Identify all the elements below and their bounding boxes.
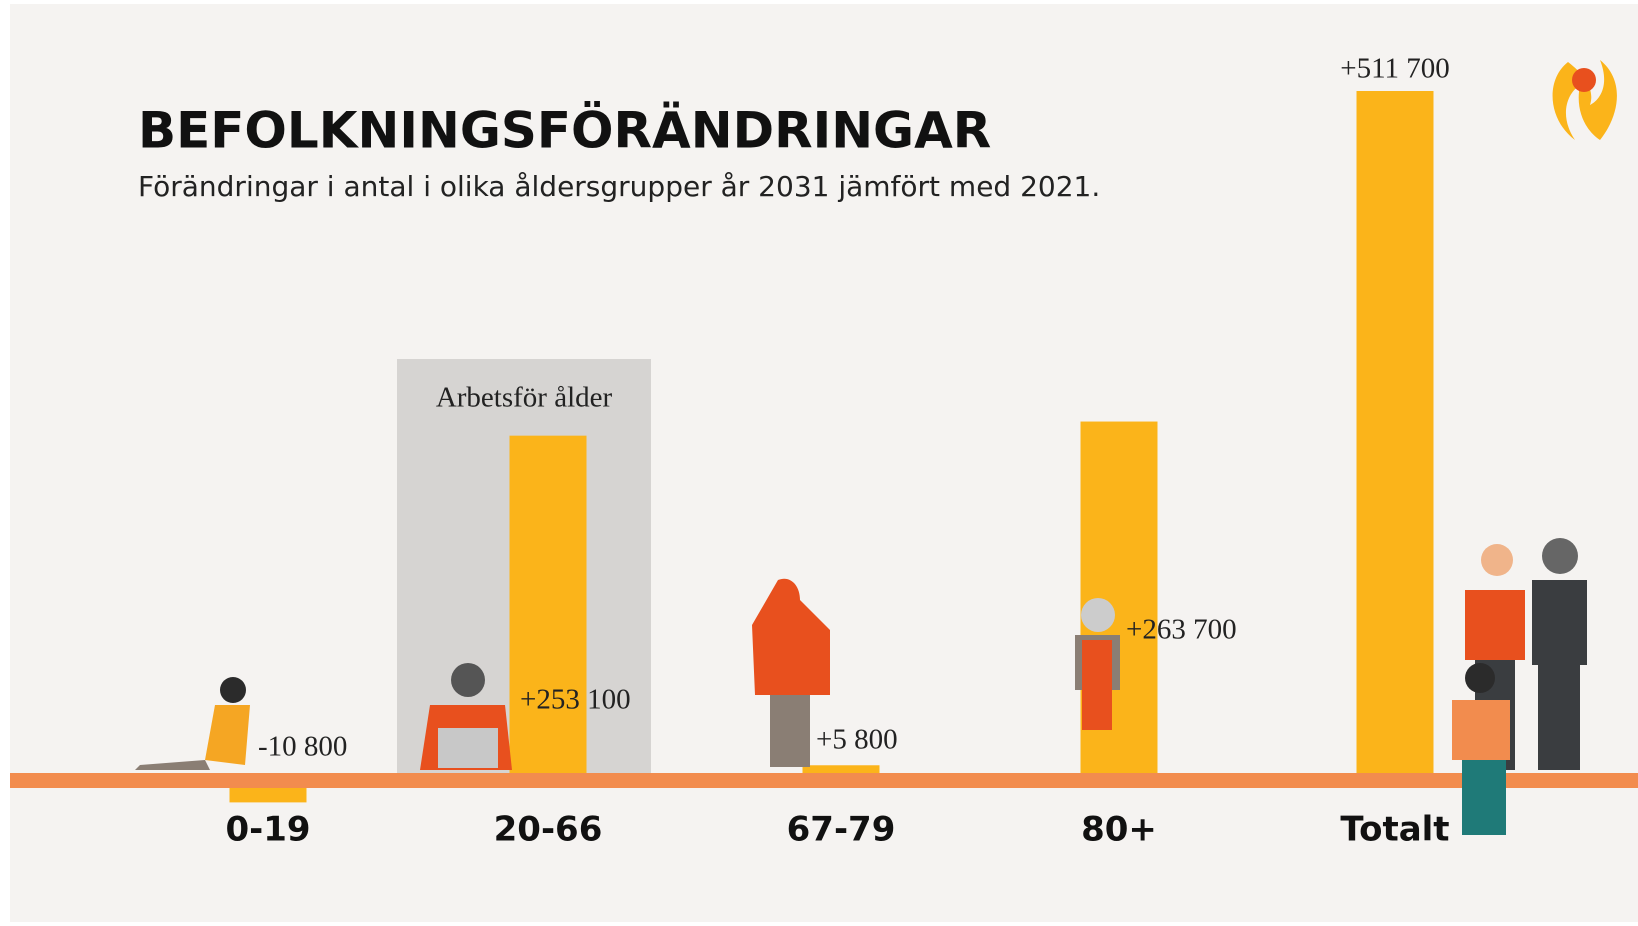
annotation: Arbetsför ålder [436, 382, 613, 414]
category-label: Totalt [1340, 810, 1449, 850]
people [135, 538, 1587, 835]
bar [802, 765, 880, 773]
value-label: +253 100 [520, 684, 631, 716]
value-label: +5 800 [816, 724, 898, 756]
bar [1356, 91, 1434, 773]
value-label: +511 700 [1340, 53, 1450, 85]
bar [229, 788, 307, 803]
category-label: 0-19 [225, 810, 310, 850]
logo [1552, 60, 1617, 140]
chart-subtitle: Förändringar i antal i olika åldersgrupp… [138, 170, 1100, 203]
value-label: +263 700 [1126, 614, 1237, 646]
value-label: -10 800 [258, 731, 347, 763]
baseline [10, 773, 1638, 788]
bar [509, 435, 587, 773]
category-label: 67-79 [787, 810, 896, 850]
category-label: 20-66 [494, 810, 603, 850]
chart-title: BEFOLKNINGSFÖRÄNDRINGAR [138, 101, 991, 160]
category-label: 80+ [1081, 810, 1157, 850]
